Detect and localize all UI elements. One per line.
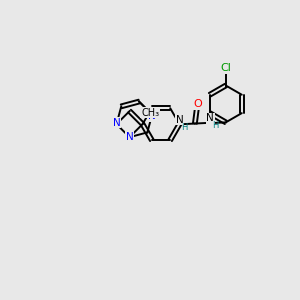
Text: O: O xyxy=(193,99,202,109)
Text: H: H xyxy=(182,123,188,132)
Text: N: N xyxy=(148,111,156,121)
Text: H: H xyxy=(212,122,219,130)
Text: N: N xyxy=(176,115,183,125)
Text: N: N xyxy=(206,113,214,124)
Text: CH₃: CH₃ xyxy=(141,108,159,118)
Text: N: N xyxy=(112,118,120,128)
Text: N: N xyxy=(126,132,134,142)
Text: Cl: Cl xyxy=(220,63,231,73)
